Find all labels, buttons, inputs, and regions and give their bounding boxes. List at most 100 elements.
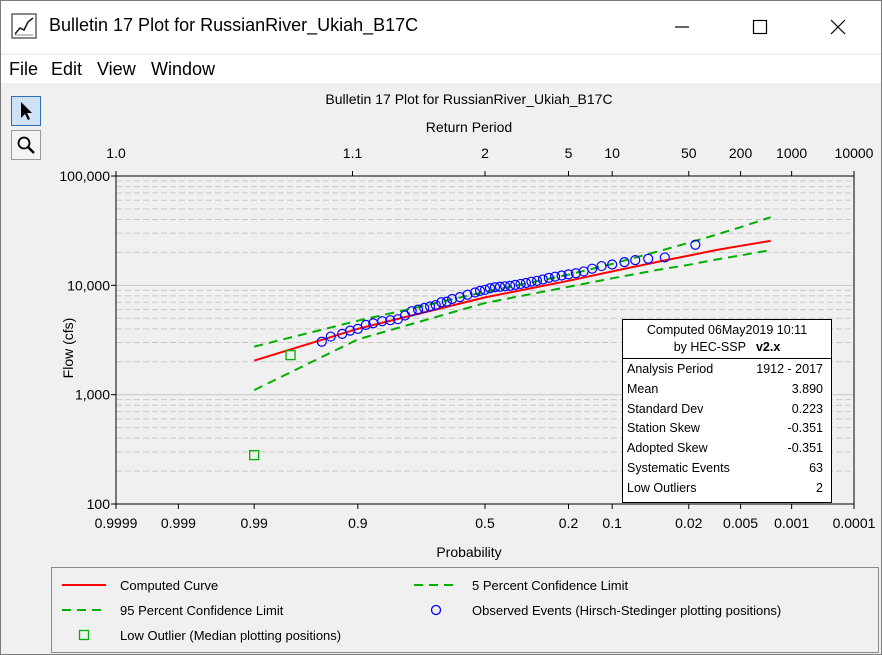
top-tick-label: 1.1	[343, 145, 363, 161]
legend-solid-line-icon	[62, 584, 106, 586]
observed-event-point	[505, 280, 516, 291]
stats-value: 3.890	[791, 381, 823, 396]
axis-ticks: 100 1,000 10,000 100,000 0.9999 0.999 0.99 0.9 0…	[59, 145, 875, 531]
y-tick-label: 100,000	[59, 168, 110, 184]
stats-version: v2.x	[755, 340, 781, 354]
x-tick-label: 0.9	[348, 515, 368, 531]
menu-file[interactable]: File	[9, 59, 39, 79]
observed-event-point	[549, 271, 561, 282]
menu-window[interactable]: Window	[151, 59, 216, 79]
x-tick-label: 0.5	[475, 515, 495, 531]
y-tick-label: 10,000	[67, 277, 110, 293]
top-tick-label: 200	[729, 145, 753, 161]
menu-bar: File Edit View Window	[1, 55, 881, 83]
observed-event-point	[643, 253, 654, 264]
legend-panel: Computed Curve 5 Percent Confidence Limi…	[51, 567, 879, 653]
observed-event-point	[454, 292, 465, 303]
stats-value: 63	[809, 461, 823, 475]
low-outlier-point	[285, 349, 296, 361]
observed-event-point	[424, 301, 436, 312]
close-button[interactable]	[817, 11, 859, 43]
x-tick-label: 0.02	[675, 515, 702, 531]
top-tick-label: 10000	[835, 145, 874, 161]
observed-event-point	[316, 336, 327, 347]
observed-event-point	[345, 325, 356, 336]
legend-label: Low Outlier (Median plotting positions)	[120, 627, 342, 643]
stats-row: Station Skew -0.351	[627, 421, 825, 439]
legend-dashed-line-icon	[414, 584, 458, 586]
stats-row: Low Outliers 2	[627, 481, 825, 499]
top-tick-label: 5	[565, 145, 573, 161]
observed-event-point	[596, 260, 607, 272]
confidence-limit-line	[253, 249, 771, 391]
legend-circle-marker-icon	[430, 604, 442, 616]
legend-item: Computed Curve	[60, 575, 218, 595]
x-axis-label: Probability	[436, 544, 501, 560]
stats-computed-line: Computed 06May2019 10:11	[646, 323, 808, 337]
stats-row: Mean 3.890	[627, 382, 825, 400]
observed-event-point	[537, 274, 548, 285]
observed-event-point	[377, 316, 388, 327]
observed-event-point	[325, 331, 336, 342]
observed-event-point	[352, 323, 363, 334]
observed-event-point	[446, 293, 458, 305]
x-tick-label: 0.2	[559, 515, 579, 531]
maximize-button[interactable]	[739, 11, 781, 43]
observed-event-point	[441, 296, 452, 307]
stats-label: Mean	[627, 381, 659, 396]
top-tick-label: 1.0	[106, 145, 126, 161]
minimize-button[interactable]	[661, 11, 703, 43]
observed-event-point	[419, 302, 430, 314]
x-tick-label: 0.9999	[95, 515, 138, 531]
plot-toolbar	[9, 96, 43, 166]
x-tick-label: 0.999	[161, 515, 196, 531]
observed-event-point	[462, 289, 473, 300]
data-series	[249, 216, 771, 461]
observed-event-point	[515, 278, 526, 290]
close-icon	[830, 19, 846, 35]
menu-edit[interactable]: Edit	[51, 59, 83, 79]
stats-program-line: by HEC-SSP v2.x	[623, 340, 831, 354]
stats-row: Analysis Period 1912 - 2017	[627, 362, 825, 380]
zoom-tool-button[interactable]	[11, 130, 41, 160]
top-axis-label: Return Period	[426, 119, 512, 135]
menu-view[interactable]: View	[97, 59, 136, 79]
observed-event-point	[499, 281, 511, 292]
stats-value: 0.223	[791, 401, 823, 416]
observed-event-point	[607, 259, 618, 270]
x-tick-label: 0.001	[774, 515, 809, 531]
observed-event-point	[494, 281, 506, 292]
observed-event-point	[526, 276, 537, 287]
stats-label: Station Skew	[627, 421, 700, 436]
observed-event-point	[489, 282, 501, 293]
x-tick-label: 0.1	[602, 515, 622, 531]
observed-event-point	[690, 239, 701, 250]
legend-item: Observed Events (Hirsch-Stedinger plotti…	[412, 600, 781, 620]
maximize-icon	[752, 19, 768, 35]
observed-event-point	[659, 252, 670, 263]
observed-event-point	[479, 284, 491, 295]
stats-program-name: by HEC-SSP	[673, 340, 746, 354]
y-axis-label: Flow (cfs)	[60, 318, 76, 379]
stats-label: Standard Dev	[627, 401, 704, 416]
title-bar[interactable]: Bulletin 17 Plot for RussianRiver_Ukiah_…	[1, 1, 881, 53]
stats-header: Computed 06May2019 10:11 by HEC-SSP v2.x	[623, 320, 831, 359]
observed-event-point	[430, 299, 441, 311]
stats-label: Low Outliers	[627, 480, 697, 495]
observed-event-point	[406, 306, 417, 317]
observed-event-point	[570, 268, 581, 279]
statistics-box: Computed 06May2019 10:11 by HEC-SSP v2.x …	[622, 319, 832, 503]
arrow-cursor-icon	[21, 102, 32, 120]
legend-label: Computed Curve	[120, 577, 219, 593]
window-title: Bulletin 17 Plot for RussianRiver_Ukiah_…	[49, 15, 419, 35]
pointer-tool-button[interactable]	[11, 96, 41, 126]
observed-event-point	[556, 270, 567, 281]
stats-label: Adopted Skew	[627, 441, 708, 456]
stats-value: -0.351	[787, 421, 823, 436]
stats-label: Systematic Events	[627, 461, 730, 475]
stats-label: Analysis Period	[627, 362, 714, 376]
legend-label: 5 Percent Confidence Limit	[472, 577, 629, 593]
chart-app-icon	[11, 13, 37, 39]
y-tick-label: 1,000	[75, 387, 110, 403]
